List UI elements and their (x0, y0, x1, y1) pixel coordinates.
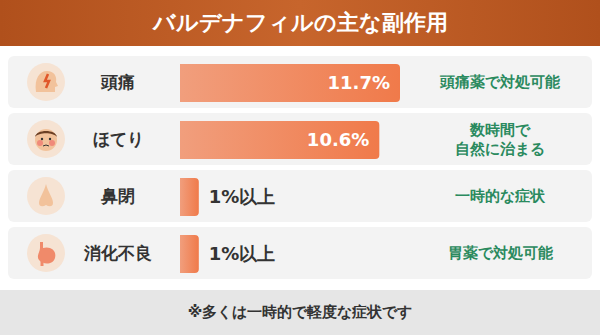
html-text:数時間で: 数時間で (470, 120, 530, 139)
svg-text:消化不良: 消化不良 (83, 243, 152, 263)
svg-text:頭痛: 頭痛 (100, 72, 135, 92)
svg-text:1%以上: 1%以上 (209, 186, 276, 207)
html-text:※多くは一時的で軽度な症状です: ※多くは一時的で軽度な症状です (187, 303, 413, 321)
html-text:胃薬で対処可能: 胃薬で対処可能 (447, 244, 553, 262)
svg-text:鼻閉: 鼻閉 (100, 186, 135, 206)
html-text:頭痛薬で対処可能: 頭痛薬で対処可能 (440, 73, 560, 91)
html-text:バルデナフィルの主な副作用: バルデナフィルの主な副作用 (152, 10, 448, 35)
html-text:一時的な症状: 一時的な症状 (455, 187, 545, 205)
svg-text:11.7%: 11.7% (328, 72, 390, 93)
svg-text:1%以上: 1%以上 (209, 243, 276, 264)
html-text:自然に治まる: 自然に治まる (455, 139, 545, 158)
svg-text:ほてり: ほてり (93, 129, 144, 149)
svg-text:10.6%: 10.6% (307, 129, 369, 150)
